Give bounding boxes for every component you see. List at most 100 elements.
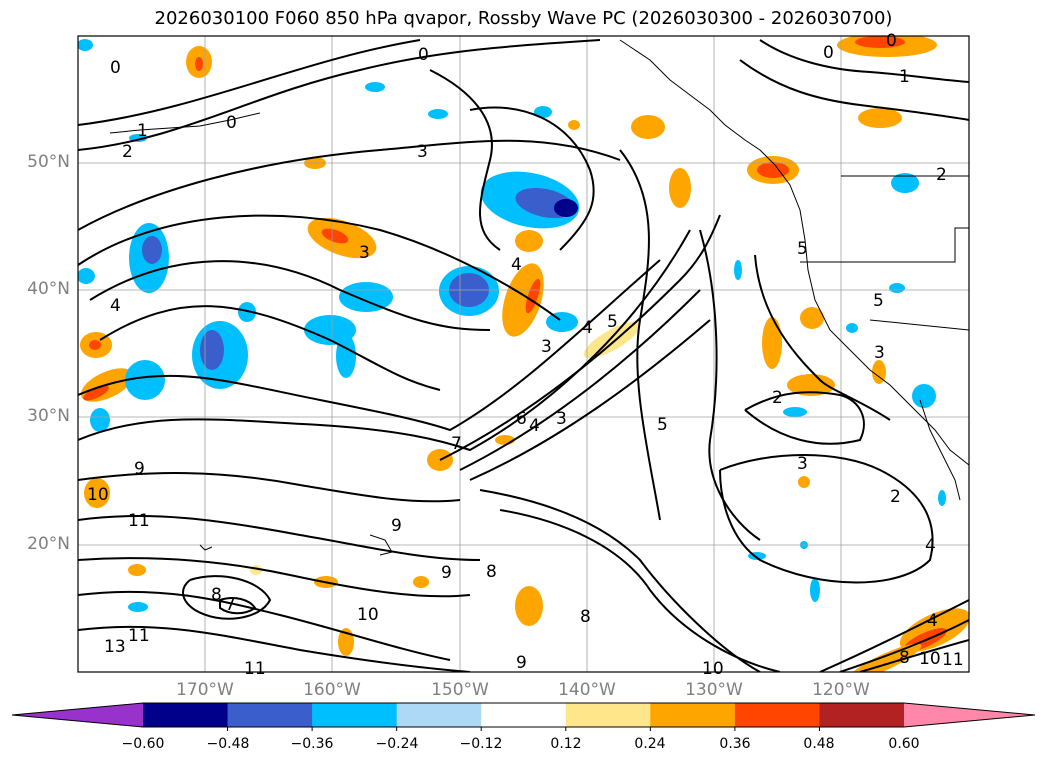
- longitude-label: 140°W: [558, 680, 616, 700]
- positive-patch: [872, 360, 886, 384]
- contour-label: 9: [134, 459, 145, 479]
- negative-patch: [938, 490, 946, 506]
- colorbar-extend-high: [904, 703, 1035, 727]
- contour-label: 11: [244, 659, 266, 679]
- negative-patch: [546, 312, 578, 332]
- contour-label: 10: [357, 605, 379, 625]
- negative-patch: [365, 82, 385, 92]
- contour-label: 11: [942, 650, 964, 670]
- colorbar-tick-label: −0.36: [290, 736, 334, 752]
- colorbar-segment: [312, 703, 398, 727]
- colorbar-extend-low: [12, 703, 143, 727]
- contour-label: 4: [925, 536, 936, 556]
- contour-label: 7: [451, 434, 462, 454]
- negative-patch: [128, 602, 148, 612]
- colorbar-tick-label: 0.36: [719, 736, 751, 752]
- negative-patch: [78, 268, 95, 284]
- longitude-label: 150°W: [431, 680, 489, 700]
- colorbar-tick-label: −0.60: [121, 736, 165, 752]
- positive-patch: [855, 36, 905, 48]
- contour-label: 5: [657, 415, 668, 435]
- contour-label: 5: [607, 312, 618, 332]
- contour-label: 2: [890, 487, 901, 507]
- map-title: 2026030100 F060 850 hPa qvapor, Rossby W…: [154, 8, 893, 29]
- coastlines: [109, 39, 969, 556]
- negative-patch: [810, 578, 820, 602]
- negative-patch: [912, 384, 936, 408]
- positive-patch: [798, 476, 810, 488]
- longitude-label: 160°W: [303, 680, 361, 700]
- contour-label: 9: [391, 516, 402, 536]
- positive-patch: [89, 340, 101, 350]
- negative-patch: [336, 334, 356, 378]
- contour-label: 3: [359, 243, 370, 263]
- negative-patch: [339, 282, 393, 312]
- negative-patch: [428, 109, 448, 119]
- contour-label: 8: [486, 562, 497, 582]
- colorbar-segment: [819, 703, 905, 727]
- colorbar-segment: [565, 703, 651, 727]
- contour-label: 3: [874, 343, 885, 363]
- contour-label: 1: [899, 67, 910, 87]
- contours: [78, 39, 969, 672]
- latitude-label: 20°N: [27, 534, 70, 554]
- positive-patch: [515, 586, 543, 626]
- positive-patch: [195, 57, 203, 71]
- latitude-label: 50°N: [27, 152, 70, 172]
- positive-patch: [495, 435, 515, 445]
- map-frame: [77, 35, 970, 673]
- graticule: [78, 36, 969, 672]
- longitude-label: 130°W: [685, 680, 743, 700]
- latitude-label: 40°N: [27, 279, 70, 299]
- latitude-label: 30°N: [27, 406, 70, 426]
- contour-label: 7: [225, 595, 236, 615]
- contour-label: 8: [899, 648, 910, 668]
- positive-patch: [848, 643, 922, 672]
- contour-label: 8: [211, 585, 222, 605]
- contour-label: 4: [582, 318, 593, 338]
- contour-label: 10: [702, 659, 724, 679]
- positive-patch: [321, 228, 349, 244]
- positive-patch: [787, 374, 835, 396]
- colorbar-segment: [396, 703, 482, 727]
- contour-label: 0: [418, 45, 429, 65]
- contour-label: 4: [529, 416, 540, 436]
- positive-patch: [858, 108, 902, 128]
- colorbar-tick-label: −0.12: [459, 736, 503, 752]
- longitude-label: 120°W: [812, 680, 870, 700]
- positive-patch: [502, 263, 544, 337]
- colorbar-segment: [227, 703, 313, 727]
- colorbar-tick-label: 0.60: [888, 736, 920, 752]
- contour-label: 2: [772, 388, 783, 408]
- negative-patch: [891, 173, 919, 193]
- positive-patch: [800, 307, 824, 329]
- colorbar-tick-label: 0.48: [803, 736, 835, 752]
- contour-label: 10: [919, 649, 941, 669]
- positive-patch: [413, 576, 429, 588]
- contour-label: 4: [110, 296, 121, 316]
- colorbar-tick-label: −0.24: [375, 736, 419, 752]
- contour-label: 5: [873, 291, 884, 311]
- positive-patch: [515, 230, 543, 252]
- contour-label: 2: [936, 165, 947, 185]
- contour-label: 9: [516, 653, 527, 673]
- colorbar-segment: [481, 703, 567, 727]
- anomaly-shading: [78, 36, 969, 672]
- contour-label: 2: [122, 142, 133, 162]
- negative-patch: [78, 39, 93, 51]
- colorbar-tick-label: −0.48: [206, 736, 250, 752]
- colorbar-outline: [11, 702, 1036, 728]
- negative-patch: [554, 199, 578, 217]
- contour-labels: 0 0 0 0 0 1 1 2 2 3 3 4 4 3 4 5 5 5 3 2 …: [87, 31, 964, 679]
- contour-label: 11: [128, 626, 150, 646]
- contour-label: 3: [417, 142, 428, 162]
- longitude-label: 170°W: [176, 680, 234, 700]
- negative-patch: [90, 408, 110, 432]
- contour-label: 9: [441, 563, 452, 583]
- contour-label: 1: [137, 121, 148, 141]
- contour-label: 0: [886, 31, 897, 51]
- positive-patch: [525, 278, 541, 314]
- positive-patch: [631, 115, 665, 139]
- positive-patch: [83, 385, 109, 401]
